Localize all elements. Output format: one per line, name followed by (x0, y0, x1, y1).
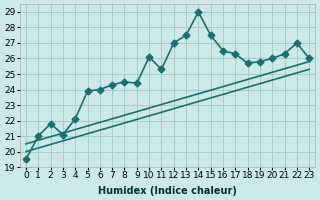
X-axis label: Humidex (Indice chaleur): Humidex (Indice chaleur) (98, 186, 237, 196)
